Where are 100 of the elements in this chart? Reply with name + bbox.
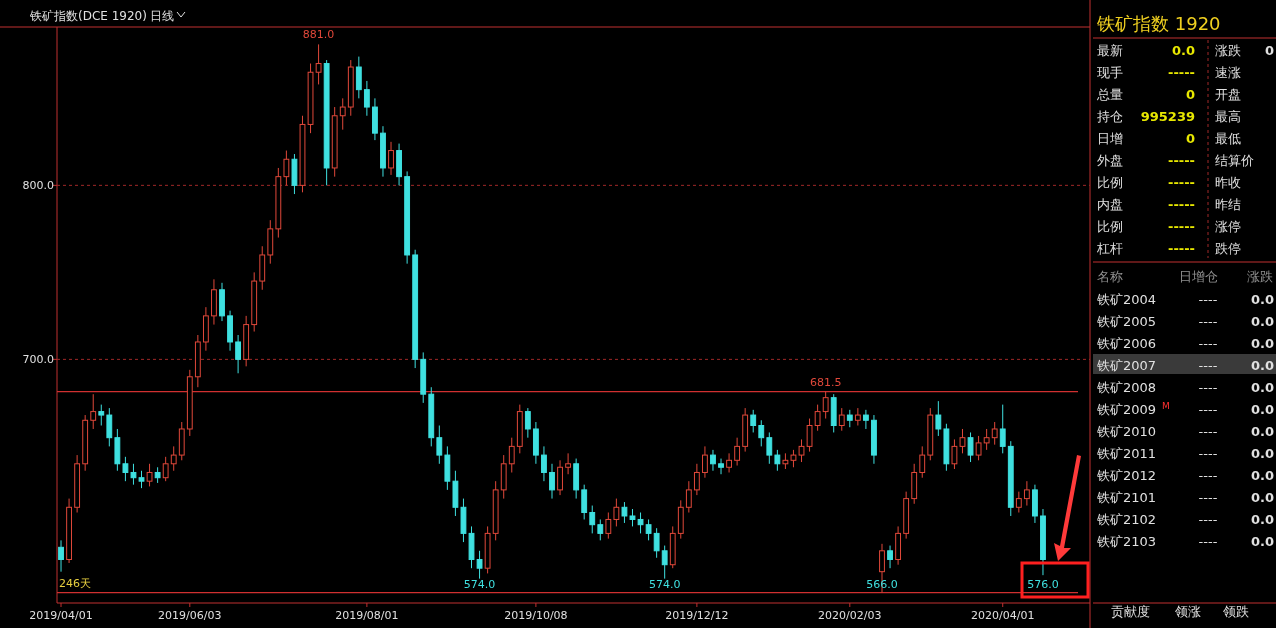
candlestick [388, 141, 394, 176]
candlestick [557, 459, 563, 496]
candlestick [919, 445, 926, 479]
candlestick [581, 484, 588, 520]
text: 总量 [1096, 87, 1123, 102]
text: ----- [1168, 241, 1195, 256]
text: 0.0 [1250, 380, 1274, 395]
text: 0.0 [1250, 490, 1274, 505]
text: 铁矿2012 [1096, 468, 1157, 483]
candlestick [645, 518, 652, 541]
text: 速涨 [1215, 65, 1241, 80]
text: 跌停 [1215, 241, 1241, 256]
text: ---- [1198, 534, 1218, 549]
text: 结算价 [1215, 153, 1254, 168]
candlestick [589, 505, 596, 534]
text: 开盘 [1215, 87, 1241, 102]
candlestick [98, 404, 105, 426]
candlestick [170, 445, 177, 472]
text: 涨跌 [1247, 269, 1273, 284]
text: 最新 [1097, 43, 1123, 58]
text: 铁矿2005 [1096, 314, 1157, 329]
text: 铁矿2102 [1096, 512, 1157, 527]
text: 最低 [1215, 131, 1241, 146]
candlestick [146, 463, 153, 487]
text: 持仓 [1097, 109, 1123, 124]
text: 0.0 [1250, 534, 1274, 549]
text: 0 [1264, 43, 1274, 58]
candlestick [235, 334, 242, 374]
candlestick [854, 407, 861, 426]
text: 领涨 [1175, 604, 1201, 619]
text: 昨结 [1215, 197, 1241, 212]
x-tick-label: 2019/10/08 [504, 609, 568, 622]
text: ----- [1168, 175, 1195, 190]
candlestick [1015, 491, 1022, 514]
candlestick [90, 393, 97, 430]
candlestick [983, 428, 990, 451]
text: 0.0 [1250, 358, 1274, 373]
candlestick [541, 445, 547, 482]
candlestick [726, 452, 732, 473]
text: 涨跌 [1215, 43, 1241, 58]
candlestick [967, 431, 974, 463]
candlestick [766, 431, 773, 465]
annotation: 566.0 [866, 578, 898, 591]
x-tick-label: 2019/12/12 [665, 609, 729, 622]
candlestick [750, 409, 757, 433]
text: 日增 [1097, 131, 1123, 146]
candlestick [661, 545, 668, 580]
annotation: 574.0 [648, 578, 681, 591]
text: ---- [1198, 512, 1218, 527]
text: ---- [1198, 424, 1218, 439]
candlestick [975, 435, 982, 461]
x-tick-label: 2019/08/01 [335, 609, 399, 622]
text: 内盘 [1097, 197, 1123, 212]
candlestick [283, 150, 290, 186]
text: 995239 [1140, 109, 1195, 124]
text: 0 [1185, 87, 1195, 102]
text: 涨停 [1215, 219, 1241, 234]
text: 昨收 [1215, 175, 1241, 190]
text: 最高 [1215, 109, 1241, 124]
text: 铁矿2010 [1096, 424, 1157, 439]
text: 杠杆 [1096, 241, 1123, 256]
text: 铁矿2103 [1096, 534, 1157, 549]
candlestick [887, 545, 893, 569]
text: 日增仓 [1178, 269, 1218, 284]
candlestick [774, 449, 781, 472]
text: 0.0 [1250, 314, 1274, 329]
chart-title: 铁矿指数(DCE 1920) [29, 9, 147, 23]
text: 0.0 [1250, 292, 1274, 307]
text: ---- [1198, 358, 1218, 373]
text: 0.0 [1171, 43, 1195, 58]
text: 铁矿2007 [1096, 358, 1157, 373]
chart-subtitle: 日线 [150, 9, 174, 23]
y-tick-label: 700.0 [22, 353, 54, 367]
candlestick [565, 452, 572, 475]
candlestick [508, 437, 515, 473]
text: 0.0 [1250, 446, 1274, 461]
text: ---- [1198, 446, 1218, 461]
text: ----- [1168, 153, 1195, 168]
x-tick-label: 2019/06/03 [158, 609, 222, 622]
candlestick [758, 419, 765, 447]
candlestick [862, 409, 869, 430]
text: 比例 [1097, 175, 1123, 190]
candlestick [718, 458, 724, 475]
candlestick [822, 391, 829, 420]
candlestick [605, 512, 612, 540]
text: ---- [1198, 314, 1218, 329]
text: 0.0 [1250, 512, 1274, 527]
candlestick [436, 425, 443, 465]
annotation: 246天 [59, 577, 91, 590]
text: ---- [1198, 336, 1218, 351]
text: 铁矿2011 [1096, 446, 1157, 461]
candlestick [1023, 480, 1030, 507]
candlestick [613, 498, 620, 527]
text: M [1162, 401, 1170, 411]
candlestick [597, 518, 604, 541]
text: 贡献度 [1110, 604, 1150, 619]
text: ---- [1198, 402, 1218, 417]
x-tick-label: 2019/04/01 [29, 609, 93, 622]
x-tick-label: 2020/02/03 [818, 609, 882, 622]
candlestick [999, 404, 1006, 454]
